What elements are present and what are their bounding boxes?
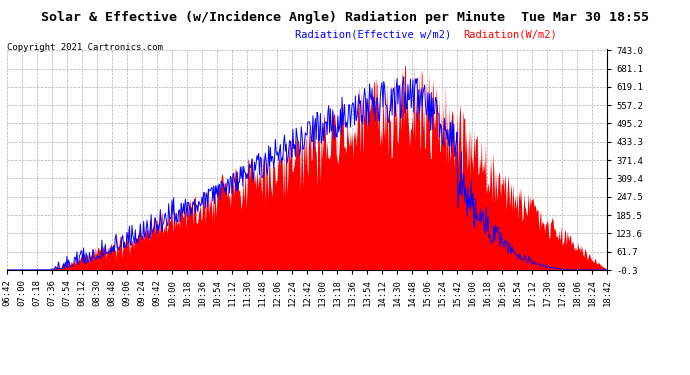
Text: Copyright 2021 Cartronics.com: Copyright 2021 Cartronics.com: [7, 43, 163, 52]
Text: Solar & Effective (w/Incidence Angle) Radiation per Minute  Tue Mar 30 18:55: Solar & Effective (w/Incidence Angle) Ra…: [41, 11, 649, 24]
Text: Radiation(W/m2): Radiation(W/m2): [463, 30, 557, 40]
Text: Radiation(Effective w/m2): Radiation(Effective w/m2): [295, 30, 451, 40]
